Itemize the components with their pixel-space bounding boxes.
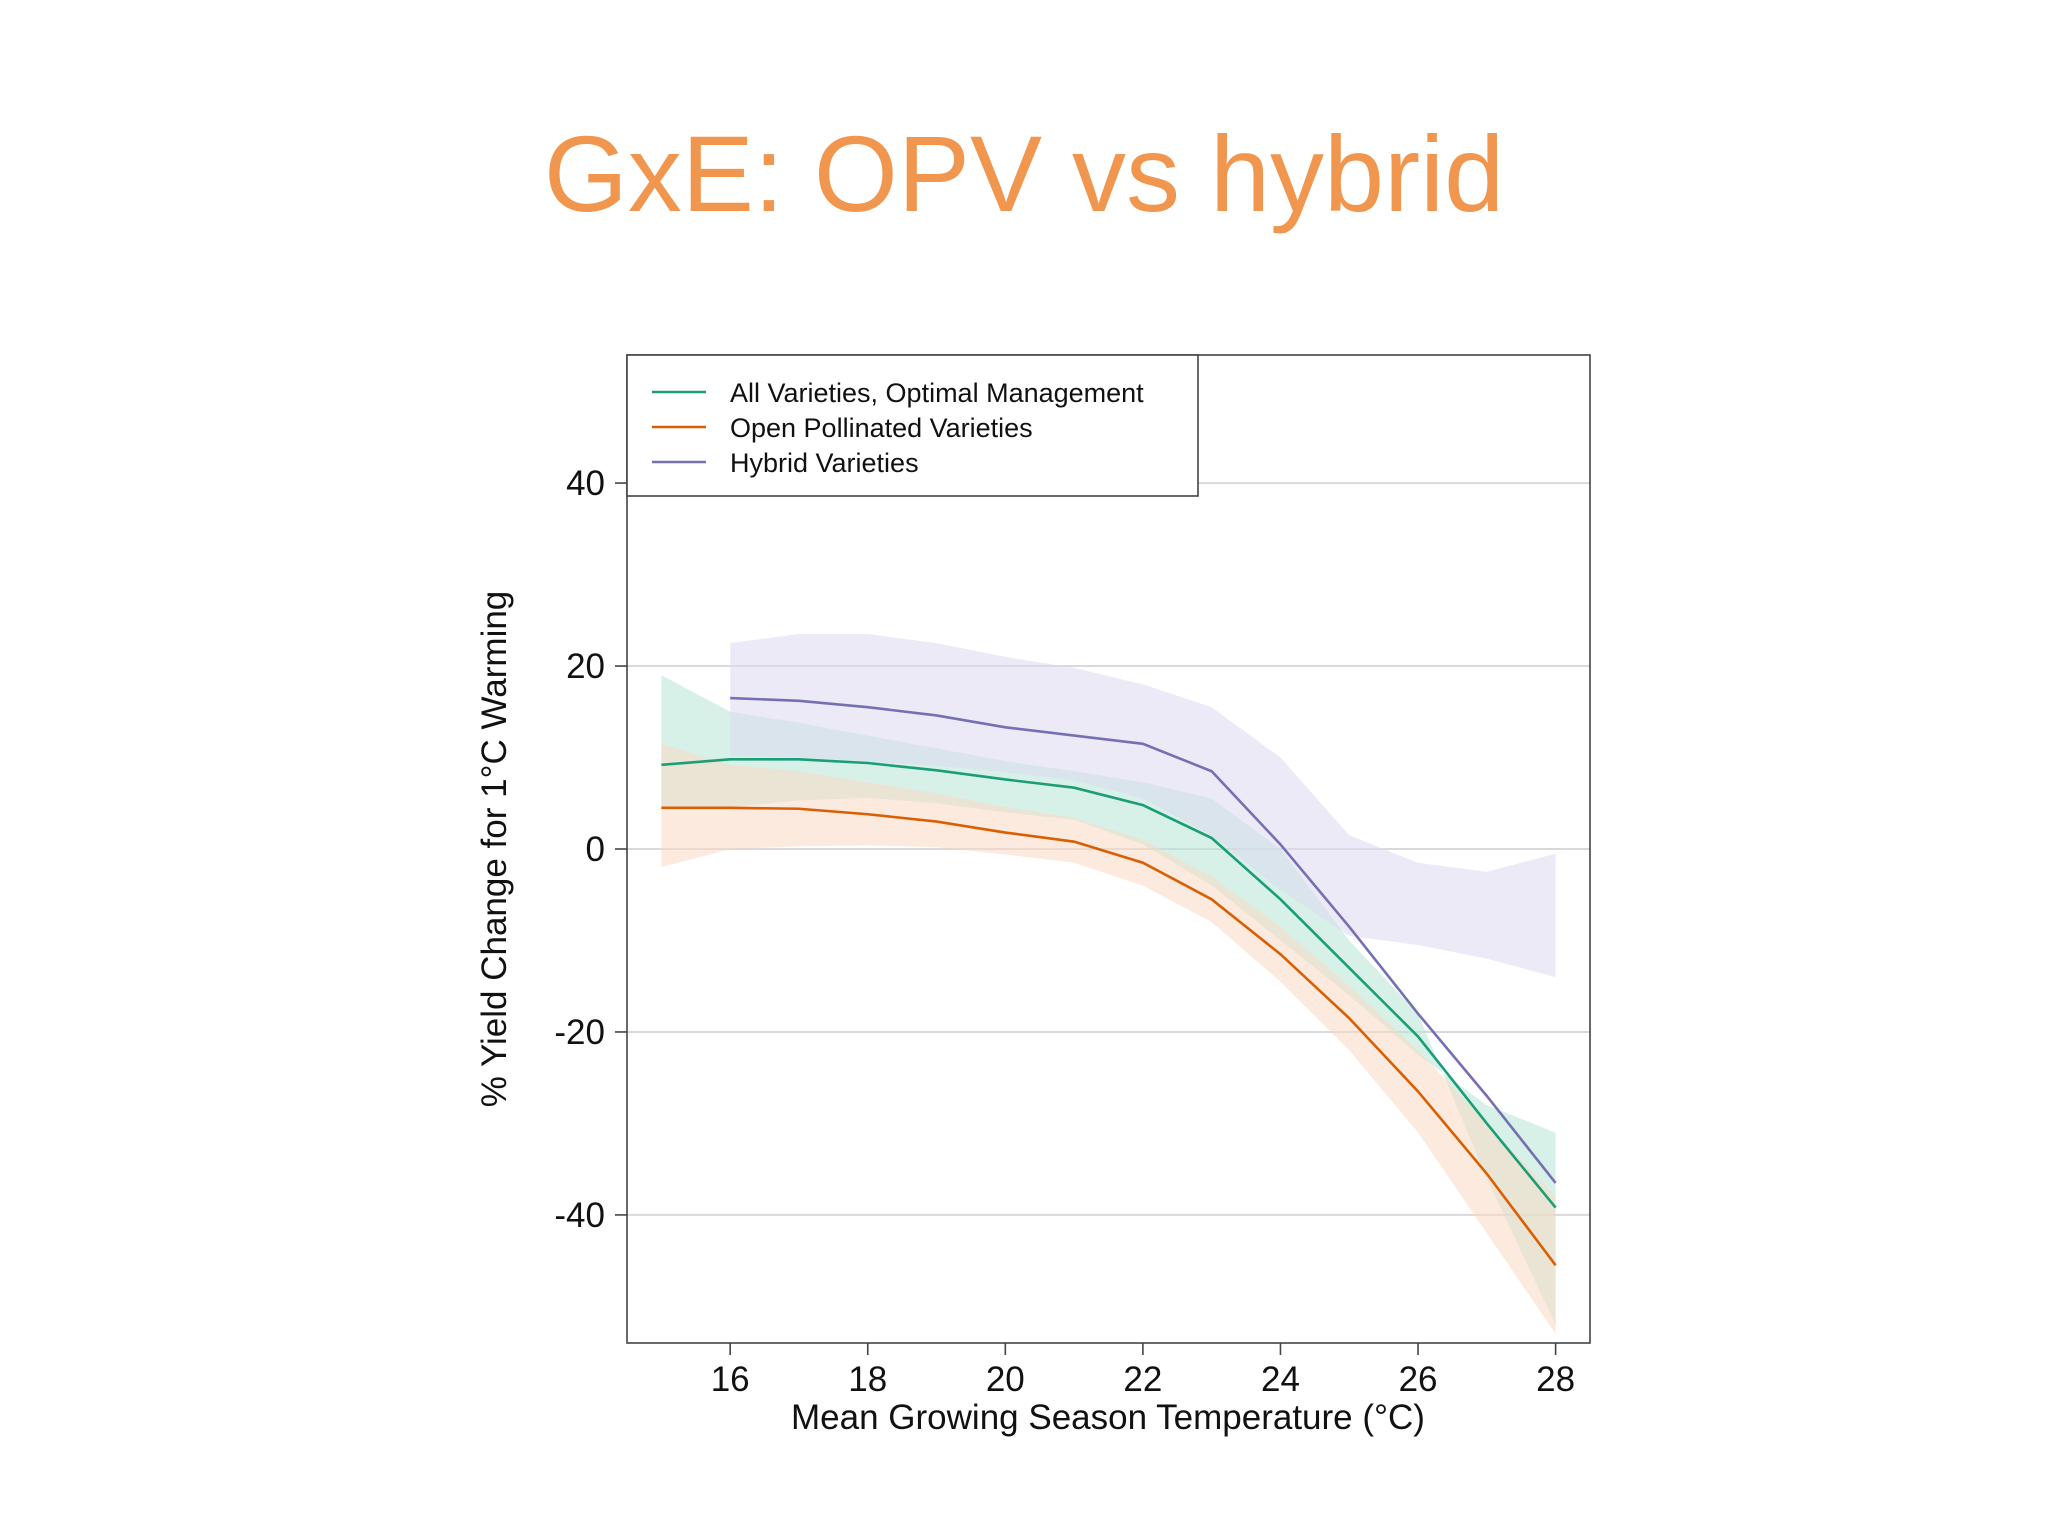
y-tick-label: -40 xyxy=(554,1196,605,1235)
legend-label: Open Pollinated Varieties xyxy=(730,413,1033,443)
x-axis: 16 18 20 22 24 26 28 xyxy=(711,1343,1575,1399)
x-tick-label: 18 xyxy=(848,1360,887,1399)
x-tick-label: 24 xyxy=(1261,1360,1300,1399)
series-line-0 xyxy=(661,758,1557,1209)
series-line-2 xyxy=(730,696,1557,1184)
x-tick-label: 28 xyxy=(1536,1360,1575,1399)
x-tick-label: 16 xyxy=(711,1360,750,1399)
confidence-band-2 xyxy=(730,634,1556,978)
legend-label: All Varieties, Optimal Management xyxy=(730,378,1144,408)
y-tick-label: -20 xyxy=(554,1013,605,1052)
confidence-bands xyxy=(661,634,1556,1334)
legend-label: Hybrid Varieties xyxy=(730,448,919,478)
series-lines xyxy=(661,696,1557,1267)
x-tick-label: 20 xyxy=(986,1360,1025,1399)
series-line-1 xyxy=(661,806,1557,1267)
confidence-band-1 xyxy=(661,743,1556,1334)
legend-box xyxy=(626,354,1199,497)
y-tick-label: 40 xyxy=(566,464,605,503)
slide-title: GxE: OPV vs hybrid xyxy=(543,113,1505,234)
x-tick-label: 26 xyxy=(1399,1360,1438,1399)
y-tick-label: 0 xyxy=(586,830,605,869)
y-axis-title: % Yield Change for 1°C Warming xyxy=(475,591,514,1108)
y-axis: -40 -20 0 20 40 xyxy=(554,464,627,1235)
legend: All Varieties, Optimal Management Open Po… xyxy=(626,354,1199,497)
y-tick-label: 20 xyxy=(566,647,605,686)
x-axis-title: Mean Growing Season Temperature (°C) xyxy=(791,1398,1425,1437)
x-tick-label: 22 xyxy=(1123,1360,1162,1399)
